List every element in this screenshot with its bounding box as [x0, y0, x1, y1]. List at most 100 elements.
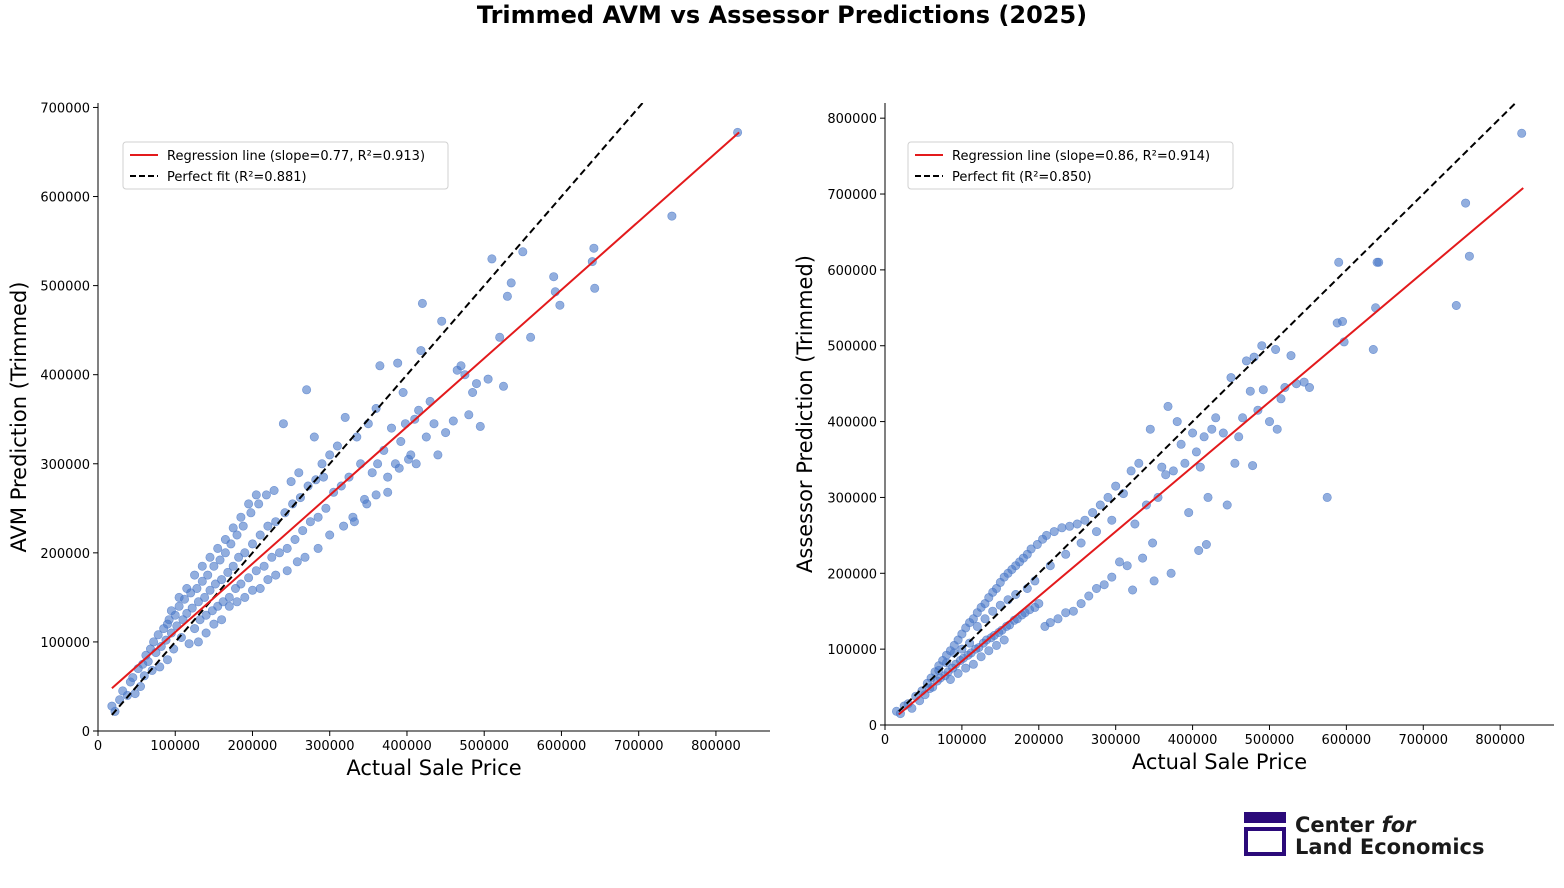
- data-point: [1276, 394, 1286, 404]
- data-point: [1157, 462, 1167, 472]
- x-tick-label: 200000: [1014, 733, 1064, 748]
- data-point: [174, 592, 184, 602]
- data-point: [1138, 553, 1148, 563]
- data-point: [371, 490, 381, 500]
- perfect-fit-line: [898, 103, 1517, 713]
- data-point: [1248, 461, 1258, 471]
- data-point: [1272, 424, 1282, 434]
- data-point: [248, 585, 258, 595]
- data-point: [1184, 508, 1194, 518]
- data-point: [313, 543, 323, 553]
- data-point: [386, 423, 396, 433]
- data-point: [244, 499, 254, 509]
- logo-line1-b: for: [1381, 813, 1416, 837]
- data-point: [1163, 401, 1173, 411]
- data-point: [238, 521, 248, 531]
- data-point: [1065, 521, 1075, 531]
- data-point: [325, 450, 335, 460]
- data-point: [1338, 316, 1348, 326]
- data-point: [166, 606, 176, 616]
- logo-line2: Land Economics: [1295, 835, 1485, 859]
- data-point: [156, 641, 166, 651]
- data-point: [667, 211, 677, 221]
- data-point: [302, 385, 312, 395]
- y-tick-label: 200000: [827, 567, 877, 582]
- data-point: [1092, 527, 1102, 537]
- data-point: [1258, 385, 1268, 395]
- data-point: [1168, 466, 1178, 476]
- data-point: [526, 332, 536, 342]
- scatter-points: [891, 128, 1527, 719]
- data-point: [1045, 618, 1055, 628]
- data-point: [468, 387, 478, 397]
- data-point: [483, 374, 493, 384]
- data-point: [218, 597, 228, 607]
- logo-wordmark: Center for Land Economics: [1295, 814, 1484, 858]
- data-point: [1234, 432, 1244, 442]
- data-point: [1076, 599, 1086, 609]
- data-point: [1271, 344, 1281, 354]
- legend-box: [907, 141, 1234, 190]
- y-tick-label: 500000: [40, 280, 90, 295]
- data-point: [1095, 500, 1105, 510]
- data-point: [373, 459, 383, 469]
- data-point: [1032, 539, 1042, 549]
- data-point: [417, 298, 427, 308]
- data-point: [1111, 481, 1121, 491]
- data-point: [411, 459, 421, 469]
- data-point: [988, 606, 998, 616]
- data-point: [278, 419, 288, 429]
- data-point: [139, 671, 149, 681]
- data-point: [1195, 462, 1205, 472]
- data-point: [280, 508, 290, 518]
- x-tick-label: 500000: [459, 739, 509, 754]
- data-point: [244, 573, 254, 583]
- data-point: [1172, 417, 1182, 427]
- data-point: [205, 585, 215, 595]
- data-point: [217, 615, 227, 625]
- data-point: [549, 272, 559, 282]
- data-point: [197, 576, 207, 586]
- data-point: [429, 419, 439, 429]
- x-tick-label: 300000: [1091, 733, 1141, 748]
- x-tick-label: 400000: [1168, 733, 1218, 748]
- data-point: [1201, 539, 1211, 549]
- data-point: [1034, 599, 1044, 609]
- x-tick-label: 0: [881, 733, 889, 748]
- data-point: [201, 628, 211, 638]
- data-point: [1080, 515, 1090, 525]
- data-point: [1230, 458, 1240, 468]
- y-tick-label: 300000: [40, 458, 90, 473]
- data-point: [240, 592, 250, 602]
- data-point: [263, 575, 273, 585]
- data-point: [1222, 500, 1232, 510]
- data-point: [1286, 351, 1296, 361]
- data-point: [255, 583, 265, 593]
- data-point: [1148, 538, 1158, 548]
- data-point: [187, 603, 197, 613]
- data-point: [269, 485, 279, 495]
- data-point: [1194, 545, 1204, 555]
- data-point: [205, 552, 215, 562]
- data-point: [298, 526, 308, 536]
- data-point: [367, 468, 377, 478]
- data-point: [1203, 492, 1213, 502]
- x-tick-label: 100000: [150, 739, 200, 754]
- data-point: [282, 566, 292, 576]
- data-point: [976, 652, 986, 662]
- data-point: [464, 410, 474, 420]
- chart-avm: 0 100000 200000 300000 400000 500000 600000 700…: [7, 101, 770, 780]
- data-point: [176, 632, 186, 642]
- data-point: [1241, 356, 1251, 366]
- data-point: [267, 552, 277, 562]
- data-point: [201, 610, 211, 620]
- data-point: [953, 668, 963, 678]
- data-point: [215, 555, 225, 565]
- data-point: [1088, 508, 1098, 518]
- data-point: [130, 689, 140, 699]
- data-point: [506, 278, 516, 288]
- data-point: [318, 472, 328, 482]
- data-point: [217, 575, 227, 585]
- data-point: [197, 561, 207, 571]
- data-point: [192, 583, 202, 593]
